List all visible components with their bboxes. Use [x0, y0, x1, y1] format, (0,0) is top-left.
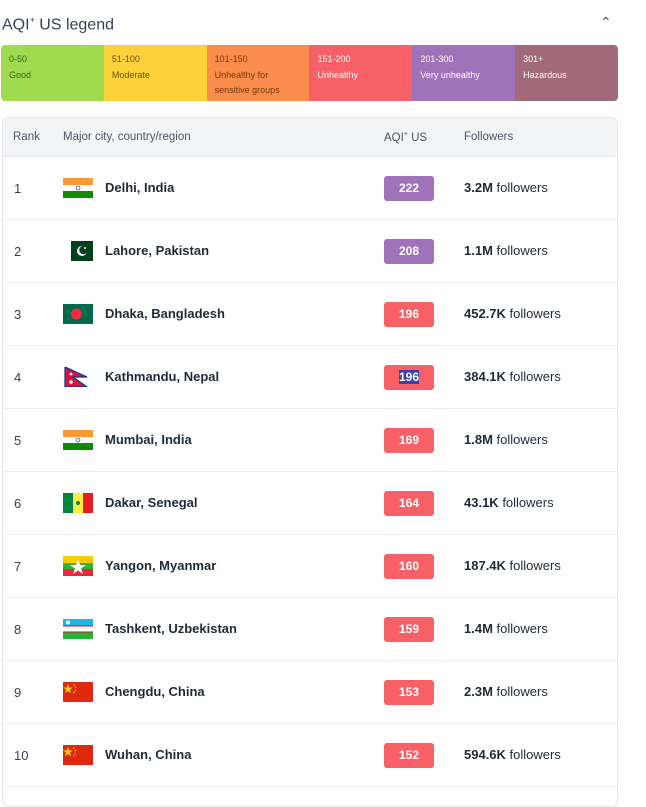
rank: 2 [14, 244, 22, 259]
legend-label: Very unhealthy [420, 70, 480, 80]
table-row[interactable]: 10 Wuhan, China 152 594.6K followers [3, 724, 617, 787]
aqi-badge: 196 [384, 365, 434, 390]
flag-china-icon [63, 745, 93, 765]
header-followers: Followers [464, 131, 514, 143]
city-link[interactable]: Yangon, Myanmar [105, 558, 217, 573]
legend-segment: 51-100 Moderate [103, 45, 207, 101]
aqi-badge: 160 [384, 554, 434, 579]
followers-count: 594.6K followers [464, 747, 561, 762]
followers-count: 452.7K followers [464, 306, 561, 321]
header-rank: Rank [13, 131, 40, 143]
rank: 1 [14, 181, 22, 196]
rank: 10 [14, 748, 29, 763]
legend-segment: 151-200 Unhealthy [309, 45, 413, 101]
city-link[interactable]: Delhi, India [105, 180, 175, 195]
followers-count: 1.8M followers [464, 432, 548, 447]
rank: 5 [14, 433, 22, 448]
flag-senegal-icon [63, 493, 93, 513]
followers-count: 187.4K followers [464, 558, 561, 573]
aqi-badge: 222 [384, 176, 434, 201]
legend-label: Unhealthy for sensitive groups [214, 70, 280, 95]
flag-myanmar-icon [63, 556, 93, 576]
city-link[interactable]: Mumbai, India [105, 432, 192, 447]
rank: 6 [14, 496, 22, 511]
chevron-up-icon[interactable]: ⌃ [600, 14, 612, 30]
aqi-badge: 164 [384, 491, 434, 516]
header-city: Major city, country/region [63, 131, 191, 143]
table-header: Rank Major city, country/region AQI+ US … [3, 118, 617, 157]
flag-india-icon [63, 430, 93, 450]
legend-range: 0-50 [9, 54, 28, 64]
flag-pakistan-icon [71, 241, 93, 261]
legend-label: Hazardous [523, 70, 567, 80]
aqi-legend: 0-50 Good 51-100 Moderate 101-150 Unhealthy f… [1, 45, 618, 101]
rank: 9 [14, 685, 22, 700]
legend-range: 51-100 [111, 54, 140, 64]
legend-segment: 301+ Hazardous [515, 45, 618, 101]
flag-bangladesh-icon [63, 304, 93, 324]
legend-range: 201-300 [420, 54, 454, 64]
table-row[interactable]: 9 Chengdu, China 153 2.3M followers [3, 661, 617, 724]
followers-count: 2.3M followers [464, 684, 548, 699]
rank: 8 [14, 622, 22, 637]
table-row[interactable]: 6 Dakar, Senegal 164 43.1K followers [3, 472, 617, 535]
aqi-badge: 153 [384, 680, 434, 705]
legend-range: 151-200 [317, 54, 351, 64]
followers-count: 1.1M followers [464, 243, 548, 258]
rank: 7 [14, 559, 22, 574]
city-link[interactable]: Wuhan, China [105, 747, 192, 762]
table-row[interactable]: 5 Mumbai, India 169 1.8M followers [3, 409, 617, 472]
city-link[interactable]: Kathmandu, Nepal [105, 369, 220, 384]
flag-nepal-icon [64, 367, 89, 387]
table-row[interactable]: 4 Kathmandu, Nepal 196 384.1K followers [3, 346, 617, 409]
table-row[interactable]: 7 Yangon, Myanmar 160 187.4K followers [3, 535, 617, 598]
table-row[interactable]: 8 Tashkent, Uzbekistan 159 1.4M follower… [3, 598, 617, 661]
flag-india-icon [63, 178, 93, 198]
table-row[interactable]: 3 Dhaka, Bangladesh 196 452.7K followers [3, 283, 617, 346]
city-ranking-table: Rank Major city, country/region AQI+ US … [2, 117, 618, 807]
city-link[interactable]: Tashkent, Uzbekistan [105, 621, 237, 636]
table-row[interactable]: 1 Delhi, India 222 3.2M followers [3, 157, 617, 220]
legend-range: 301+ [523, 54, 544, 64]
aqi-badge: 169 [384, 428, 434, 453]
aqi-badge: 152 [384, 743, 434, 768]
legend-label: Unhealthy [317, 70, 359, 80]
followers-count: 43.1K followers [464, 495, 554, 510]
legend-range: 101-150 [214, 54, 248, 64]
flag-uzbekistan-icon [63, 619, 93, 639]
table-row[interactable]: 2 Lahore, Pakistan 208 1.1M followers [3, 220, 617, 283]
legend-label: Moderate [111, 70, 150, 80]
legend-segment: 0-50 Good [1, 45, 104, 101]
city-link[interactable]: Lahore, Pakistan [105, 243, 210, 258]
aqi-badge: 159 [384, 617, 434, 642]
flag-china-icon [63, 682, 93, 702]
rank: 4 [14, 370, 22, 385]
legend-label: Good [9, 70, 32, 80]
followers-count: 3.2M followers [464, 180, 548, 195]
city-link[interactable]: Dhaka, Bangladesh [105, 306, 225, 321]
city-link[interactable]: Dakar, Senegal [105, 495, 198, 510]
city-link[interactable]: Chengdu, China [105, 684, 205, 699]
legend-segment: 101-150 Unhealthy for sensitive groups [206, 45, 310, 101]
followers-count: 384.1K followers [464, 369, 561, 384]
followers-count: 1.4M followers [464, 621, 548, 636]
aqi-badge: 208 [384, 239, 434, 264]
legend-segment: 201-300 Very unhealthy [412, 45, 516, 101]
rank: 3 [14, 307, 22, 322]
header-aqi: AQI+ US [384, 131, 428, 144]
aqi-badge: 196 [384, 302, 434, 327]
legend-title: AQI+ US legend [2, 15, 114, 34]
